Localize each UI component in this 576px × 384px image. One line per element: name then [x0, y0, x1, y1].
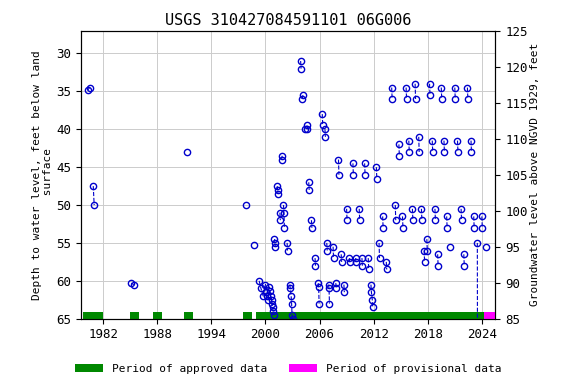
Bar — [130, 313, 139, 319]
Bar — [184, 313, 194, 319]
Bar — [84, 313, 103, 319]
Y-axis label: Groundwater level above NGVD 1929, feet: Groundwater level above NGVD 1929, feet — [530, 43, 540, 306]
Legend: Period of approved data, Period of provisional data: Period of approved data, Period of provi… — [70, 359, 506, 379]
Bar — [243, 313, 252, 319]
Title: USGS 310427084591101 06G006: USGS 310427084591101 06G006 — [165, 13, 411, 28]
Bar — [484, 313, 495, 319]
Y-axis label: Depth to water level, feet below land
 surface: Depth to water level, feet below land su… — [32, 50, 53, 300]
Bar — [256, 313, 484, 319]
Bar — [153, 313, 162, 319]
